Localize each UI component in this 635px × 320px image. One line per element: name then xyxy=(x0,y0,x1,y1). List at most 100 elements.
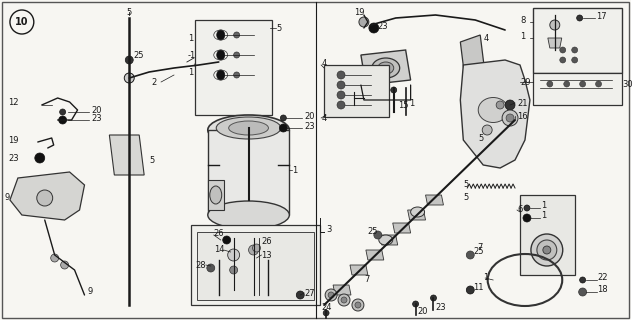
Ellipse shape xyxy=(478,98,508,123)
Circle shape xyxy=(596,81,601,87)
Text: 20: 20 xyxy=(304,111,315,121)
Bar xyxy=(533,73,622,105)
Circle shape xyxy=(230,266,237,274)
Circle shape xyxy=(228,249,239,261)
Circle shape xyxy=(51,254,58,262)
Circle shape xyxy=(391,87,397,93)
Text: 11: 11 xyxy=(473,284,484,292)
Circle shape xyxy=(355,302,361,308)
Circle shape xyxy=(352,299,364,311)
Polygon shape xyxy=(408,210,425,220)
Ellipse shape xyxy=(217,30,225,40)
Polygon shape xyxy=(548,38,562,48)
Text: 1: 1 xyxy=(292,165,298,174)
Circle shape xyxy=(369,23,379,33)
Circle shape xyxy=(431,295,436,301)
Text: 27: 27 xyxy=(304,289,315,298)
Text: 1: 1 xyxy=(483,274,488,283)
Text: 22: 22 xyxy=(598,274,608,283)
Polygon shape xyxy=(350,265,368,275)
Circle shape xyxy=(223,236,231,244)
Circle shape xyxy=(337,81,345,89)
Text: -1: -1 xyxy=(188,51,196,60)
Circle shape xyxy=(506,114,514,122)
Ellipse shape xyxy=(217,117,281,139)
Bar xyxy=(195,20,272,115)
Text: 5: 5 xyxy=(478,133,483,142)
Bar xyxy=(197,232,314,300)
Text: 1: 1 xyxy=(188,34,193,43)
Circle shape xyxy=(37,190,53,206)
Text: 7: 7 xyxy=(478,244,483,252)
Polygon shape xyxy=(366,250,384,260)
Circle shape xyxy=(337,91,345,99)
Circle shape xyxy=(560,57,566,63)
Circle shape xyxy=(195,61,203,69)
Polygon shape xyxy=(460,35,485,82)
Circle shape xyxy=(482,125,492,135)
Circle shape xyxy=(466,286,474,294)
Text: 26: 26 xyxy=(262,237,272,246)
Text: 16: 16 xyxy=(517,111,528,121)
Bar xyxy=(520,195,575,275)
Text: 13: 13 xyxy=(262,251,272,260)
Ellipse shape xyxy=(210,186,222,204)
Text: 23: 23 xyxy=(436,303,446,313)
Bar xyxy=(191,225,320,305)
Bar xyxy=(533,8,622,73)
Circle shape xyxy=(580,277,585,283)
Polygon shape xyxy=(333,285,351,295)
Ellipse shape xyxy=(217,70,225,80)
Circle shape xyxy=(281,115,286,121)
Ellipse shape xyxy=(379,235,392,245)
Text: 21: 21 xyxy=(517,99,528,108)
Text: 24: 24 xyxy=(321,303,331,313)
Text: 25: 25 xyxy=(133,51,144,60)
Ellipse shape xyxy=(217,50,225,60)
Text: 5: 5 xyxy=(464,180,469,188)
Ellipse shape xyxy=(234,32,239,38)
Polygon shape xyxy=(361,50,411,85)
Text: 23: 23 xyxy=(304,122,315,131)
Ellipse shape xyxy=(378,62,394,74)
Text: 1: 1 xyxy=(188,68,193,76)
Circle shape xyxy=(523,214,531,222)
Circle shape xyxy=(35,153,44,163)
Text: 5: 5 xyxy=(276,23,282,33)
Polygon shape xyxy=(380,235,398,245)
Text: 26: 26 xyxy=(214,228,224,237)
Circle shape xyxy=(580,81,585,87)
Circle shape xyxy=(61,261,69,269)
Circle shape xyxy=(58,116,67,124)
Text: 18: 18 xyxy=(598,285,608,294)
Text: 3: 3 xyxy=(326,226,331,235)
Ellipse shape xyxy=(531,234,563,266)
Circle shape xyxy=(502,110,518,126)
Text: 23: 23 xyxy=(91,114,102,123)
Circle shape xyxy=(10,10,34,34)
Text: 7: 7 xyxy=(364,276,370,284)
Text: 25: 25 xyxy=(368,228,378,236)
Circle shape xyxy=(413,301,418,307)
Text: 17: 17 xyxy=(596,12,607,20)
Circle shape xyxy=(124,155,134,165)
Text: 20: 20 xyxy=(91,106,102,115)
Circle shape xyxy=(496,101,504,109)
Text: 1: 1 xyxy=(541,202,546,211)
Circle shape xyxy=(359,17,369,27)
Text: 1: 1 xyxy=(409,99,414,108)
Text: 5: 5 xyxy=(149,156,154,164)
Circle shape xyxy=(337,101,345,109)
Text: 23: 23 xyxy=(378,21,389,30)
Text: 2: 2 xyxy=(151,77,156,86)
Circle shape xyxy=(374,231,382,239)
Text: 14: 14 xyxy=(214,245,224,254)
Text: 1: 1 xyxy=(541,212,546,220)
Circle shape xyxy=(60,109,65,115)
Text: 30: 30 xyxy=(622,79,633,89)
Circle shape xyxy=(547,81,553,87)
Text: 1: 1 xyxy=(520,31,525,41)
Text: 10: 10 xyxy=(15,17,29,27)
Text: 4: 4 xyxy=(321,114,326,123)
Ellipse shape xyxy=(234,72,239,78)
